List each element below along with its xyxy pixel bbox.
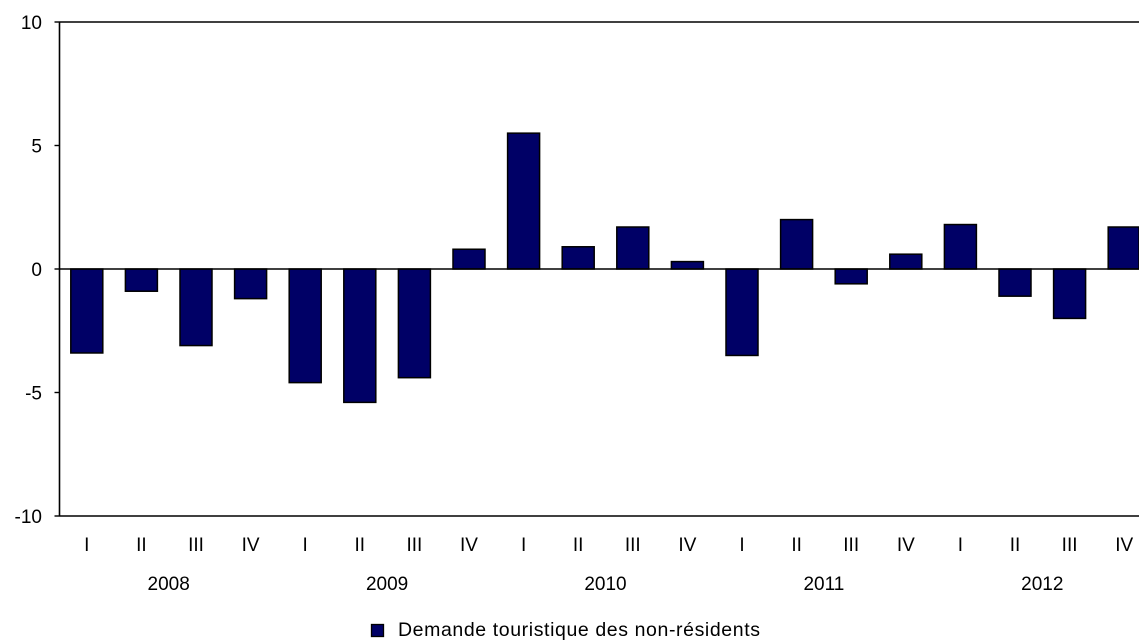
bar-2008-IV [233, 268, 268, 300]
bar-2008-I [70, 268, 104, 354]
x-quarter-label: IV [242, 535, 260, 556]
x-quarter-label: II [355, 535, 366, 556]
bar-2009-I [288, 268, 322, 384]
x-year-label: 2011 [803, 574, 844, 595]
x-quarter-label: IV [460, 535, 478, 556]
x-quarter-label: I [521, 535, 526, 556]
bar-2011-I [725, 268, 759, 357]
bar-2010-I [506, 132, 541, 270]
bar-2012-III [1052, 268, 1087, 320]
y-tick-label: 0 [31, 260, 42, 281]
bar-2011-III [834, 268, 868, 285]
x-year-label: 2010 [584, 574, 626, 595]
x-quarter-label: IV [1115, 535, 1133, 556]
y-tick-label: -5 [25, 384, 42, 405]
bar-2009-IV [452, 248, 486, 270]
y-tick-label: 5 [31, 137, 42, 158]
bar-2011-II [779, 218, 814, 270]
bar-2012-I [943, 223, 978, 270]
bar-2009-II [343, 268, 377, 404]
bar-2011-IV [889, 253, 923, 270]
x-year-label: 2012 [1021, 574, 1063, 595]
y-tick-label: -10 [15, 507, 42, 528]
bar-2012-IV [1107, 226, 1139, 270]
legend: Demande touristique des non-résidents [370, 619, 761, 641]
bar-2008-II [124, 268, 159, 292]
x-quarter-label: III [188, 535, 204, 556]
x-year-label: 2009 [366, 574, 408, 595]
legend-label: Demande touristique des non-résidents [398, 619, 761, 641]
y-tick-label: 10 [21, 13, 42, 34]
x-quarter-label: II [1010, 535, 1021, 556]
x-quarter-label: III [843, 535, 859, 556]
bars-layer [70, 132, 1139, 404]
x-quarter-label: III [625, 535, 641, 556]
x-quarter-label: III [406, 535, 422, 556]
x-quarter-label: II [791, 535, 802, 556]
x-quarter-label: I [84, 535, 89, 556]
x-year-label: 2008 [148, 574, 190, 595]
x-quarter-label: I [303, 535, 308, 556]
x-quarter-label: IV [897, 535, 915, 556]
bar-2010-II [561, 246, 595, 270]
legend-swatch [370, 623, 385, 638]
bar-2010-III [616, 226, 650, 270]
x-quarter-label: IV [678, 535, 696, 556]
x-quarter-label: I [958, 535, 963, 556]
x-quarter-label: II [136, 535, 147, 556]
x-quarter-label: I [739, 535, 744, 556]
x-quarter-label: III [1062, 535, 1078, 556]
x-quarter-label: II [573, 535, 584, 556]
bar-2008-III [179, 268, 213, 347]
y-axis: 10 5 0 -5 -10 [15, 13, 60, 528]
bar-2009-III [397, 268, 432, 379]
bar-2010-IV [670, 260, 705, 270]
bar-2012-II [998, 268, 1032, 297]
